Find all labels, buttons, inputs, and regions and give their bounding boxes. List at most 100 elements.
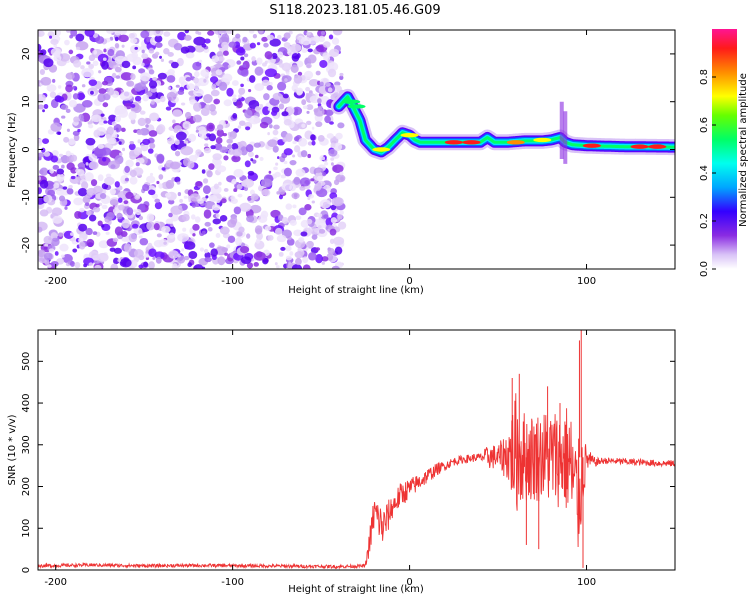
noise-blob xyxy=(123,243,132,253)
noise-blob xyxy=(244,109,253,119)
ridge-peak xyxy=(444,140,463,145)
noise-blob xyxy=(106,212,115,220)
noise-blob xyxy=(158,183,163,189)
noise-blob xyxy=(197,126,207,135)
noise-blob xyxy=(138,68,146,74)
noise-blob xyxy=(73,103,86,113)
noise-blob xyxy=(268,170,272,174)
noise-blob xyxy=(306,241,315,248)
noise-blob xyxy=(215,233,221,238)
noise-blob xyxy=(203,147,212,154)
noise-blob xyxy=(65,84,74,93)
noise-blob xyxy=(50,237,60,247)
noise-blob xyxy=(193,36,206,46)
noise-blob xyxy=(133,147,143,156)
noise-blob xyxy=(232,97,237,103)
noise-blob xyxy=(120,230,128,237)
noise-blob xyxy=(327,68,337,78)
noise-blob xyxy=(236,60,242,65)
noise-blob xyxy=(188,250,198,260)
noise-blob xyxy=(240,69,249,77)
noise-blob xyxy=(339,210,344,215)
noise-blob xyxy=(48,209,53,213)
noise-blob xyxy=(240,56,245,61)
noise-blob xyxy=(102,157,107,162)
noise-blob xyxy=(111,72,117,79)
noise-blob xyxy=(73,197,84,206)
noise-blob xyxy=(168,232,176,239)
noise-blob xyxy=(118,141,122,145)
noise-blob xyxy=(135,162,140,167)
noise-blob xyxy=(148,248,157,258)
noise-blob xyxy=(184,111,192,119)
noise-blob xyxy=(218,181,222,186)
noise-blob xyxy=(252,33,258,39)
noise-blob xyxy=(118,30,127,35)
noise-blob xyxy=(301,47,308,53)
noise-blob xyxy=(106,30,115,34)
noise-blob xyxy=(154,198,161,203)
noise-blob xyxy=(281,111,289,117)
noise-blob xyxy=(209,76,219,83)
noise-blob xyxy=(161,225,171,233)
noise-blob xyxy=(118,34,129,43)
noise-blob xyxy=(235,237,243,246)
noise-blob xyxy=(200,69,210,78)
noise-blob xyxy=(73,59,82,68)
noise-blob xyxy=(95,36,105,44)
noise-blob xyxy=(193,77,199,84)
noise-blob xyxy=(300,150,308,158)
colorbar-tick-label: 0.0 xyxy=(699,261,710,277)
noise-blob xyxy=(215,213,220,218)
noise-blob xyxy=(165,179,175,189)
noise-blob xyxy=(43,246,48,250)
noise-blob xyxy=(192,102,202,112)
noise-blob xyxy=(338,221,347,230)
noise-blob xyxy=(273,166,278,171)
noise-blob xyxy=(88,79,98,87)
noise-blob xyxy=(290,64,299,74)
noise-blob xyxy=(225,30,235,35)
noise-blob xyxy=(141,53,149,60)
ridge-peak xyxy=(400,132,419,138)
snr-series xyxy=(38,330,675,570)
noise-blob xyxy=(215,198,221,203)
noise-blob xyxy=(47,31,55,38)
colorbar-tick-label: 0.2 xyxy=(699,213,710,229)
noise-blob xyxy=(86,238,95,248)
noise-blob xyxy=(60,254,65,258)
noise-blob xyxy=(54,251,59,256)
noise-blob xyxy=(307,48,313,53)
spectrogram-x-tick-label: -200 xyxy=(44,276,67,287)
noise-blob xyxy=(140,62,145,67)
noise-blob xyxy=(114,36,119,42)
noise-blob xyxy=(249,75,256,83)
noise-blob xyxy=(40,49,47,56)
noise-blob xyxy=(90,179,98,187)
noise-blob xyxy=(154,201,163,210)
noise-blob xyxy=(295,168,306,177)
noise-blob xyxy=(114,115,122,123)
noise-blob xyxy=(188,133,197,142)
spectrogram-y-ticks: -20 -10 0 10 20 xyxy=(21,48,675,253)
noise-blob xyxy=(332,164,344,173)
noise-blob xyxy=(226,138,233,144)
noise-blob xyxy=(100,113,105,117)
noise-blob xyxy=(315,254,323,264)
noise-blob xyxy=(174,150,181,157)
noise-blob xyxy=(64,39,70,46)
noise-blob xyxy=(140,30,150,39)
spectrogram-noise xyxy=(38,30,347,269)
noise-blob xyxy=(53,54,62,62)
noise-blob xyxy=(140,45,148,52)
noise-blob xyxy=(160,58,165,63)
snr-panel: -200 -100 0 100 0 100 200 300 400 500 Height of … xyxy=(7,329,676,595)
noise-blob xyxy=(102,57,107,61)
ridge-peak xyxy=(462,140,481,145)
noise-blob xyxy=(88,214,97,222)
noise-blob xyxy=(195,129,199,133)
noise-blob xyxy=(49,168,55,174)
noise-blob xyxy=(318,228,326,234)
